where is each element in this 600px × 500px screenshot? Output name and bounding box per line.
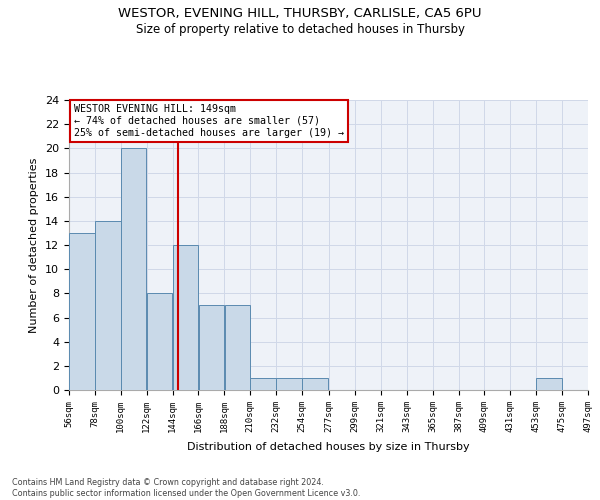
Text: Distribution of detached houses by size in Thursby: Distribution of detached houses by size … xyxy=(187,442,470,452)
Bar xyxy=(95,221,121,390)
Bar xyxy=(199,306,224,390)
Bar xyxy=(277,378,302,390)
Text: WESTOR EVENING HILL: 149sqm
← 74% of detached houses are smaller (57)
25% of sem: WESTOR EVENING HILL: 149sqm ← 74% of det… xyxy=(74,104,344,138)
Bar xyxy=(302,378,328,390)
Bar xyxy=(250,378,276,390)
Bar xyxy=(173,245,198,390)
Text: Size of property relative to detached houses in Thursby: Size of property relative to detached ho… xyxy=(136,22,464,36)
Bar xyxy=(224,306,250,390)
Text: Contains HM Land Registry data © Crown copyright and database right 2024.
Contai: Contains HM Land Registry data © Crown c… xyxy=(12,478,361,498)
Bar xyxy=(121,148,146,390)
Bar xyxy=(588,378,600,390)
Bar xyxy=(69,233,95,390)
Text: WESTOR, EVENING HILL, THURSBY, CARLISLE, CA5 6PU: WESTOR, EVENING HILL, THURSBY, CARLISLE,… xyxy=(118,8,482,20)
Bar xyxy=(147,294,172,390)
Y-axis label: Number of detached properties: Number of detached properties xyxy=(29,158,40,332)
Bar xyxy=(536,378,562,390)
